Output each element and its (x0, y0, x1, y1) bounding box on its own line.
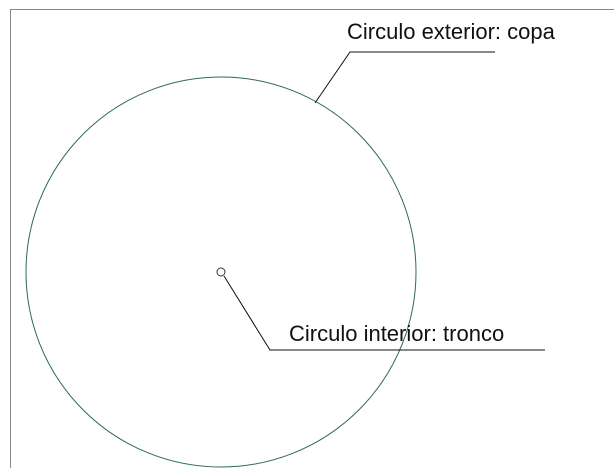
inner-circle (216, 267, 226, 277)
frame (10, 9, 614, 468)
inner-leader (223, 275, 545, 351)
outer-leader (314, 51, 495, 104)
outer-label: Circulo exterior: copa (347, 19, 556, 44)
inner-label: Circulo interior: tronco (289, 321, 504, 346)
outer-circle (25, 76, 417, 468)
